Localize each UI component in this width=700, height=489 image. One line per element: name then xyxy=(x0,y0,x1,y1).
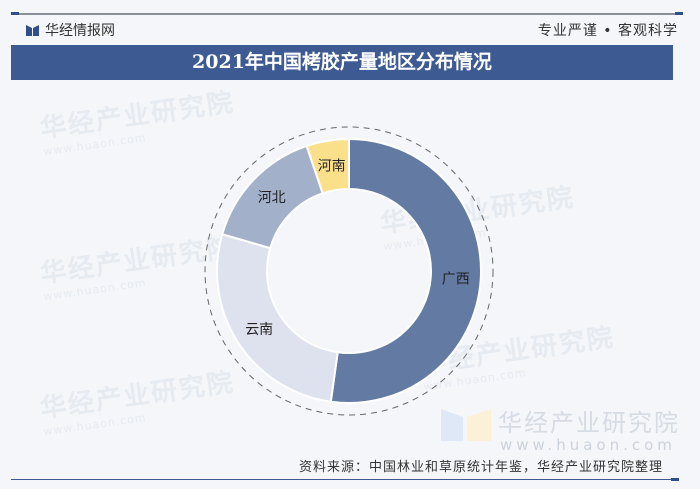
slice-label: 广西 xyxy=(442,271,470,287)
brand-logo-icon xyxy=(26,24,39,36)
slice-label: 云南 xyxy=(245,322,273,338)
watermark-url: www.huaon.com xyxy=(500,436,676,454)
chart-title: 2021年中国栲胶产量地区分布情况 xyxy=(11,45,673,80)
source-note: 资料来源：中国林业和草原统计年鉴，华经产业研究院整理 xyxy=(298,460,663,475)
slice-1 xyxy=(216,232,339,403)
footer: 资料来源：中国林业和草原统计年鉴，华经产业研究院整理 xyxy=(11,455,679,482)
slice-0 xyxy=(329,137,482,404)
brand: 华经情报网 xyxy=(26,20,115,40)
footer-rule xyxy=(11,478,679,481)
watermark-logo-icon xyxy=(441,409,491,441)
brand-name: 华经情报网 xyxy=(45,23,115,39)
slogan: 专业严谨 • 客观科学 xyxy=(537,23,678,39)
slice-label: 河南 xyxy=(318,158,346,174)
watermark-brand: 华经产业研究院 xyxy=(498,409,680,437)
top-rule xyxy=(11,12,683,15)
slice-3 xyxy=(305,137,350,195)
slice-label: 河北 xyxy=(258,190,286,206)
dashed-ring xyxy=(204,126,494,416)
